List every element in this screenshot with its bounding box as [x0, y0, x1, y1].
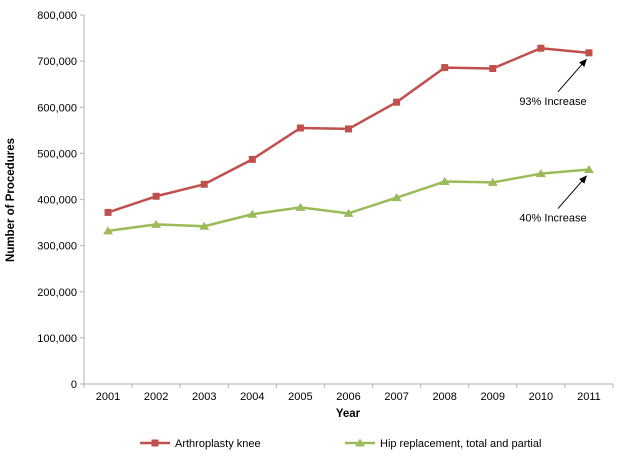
y-tick-label: 700,000 [37, 56, 77, 68]
series-marker-arthroplasty-knee [585, 49, 593, 57]
series-marker-arthroplasty-knee [104, 208, 112, 216]
x-tick-label: 2009 [481, 391, 505, 403]
legend-marker-arthroplasty-knee [151, 439, 159, 447]
y-tick-label: 500,000 [37, 148, 77, 160]
x-tick-label: 2011 [577, 391, 601, 403]
annotation-arrow-40-increase [557, 175, 587, 209]
y-tick-label: 800,000 [37, 10, 77, 22]
series-line-hip-replacement-total-and-partial [107, 168, 590, 233]
series-marker-arthroplasty-knee [393, 98, 401, 106]
series-marker-hip-replacement-total-and-partial [103, 226, 114, 235]
x-tick-label: 2004 [240, 391, 264, 403]
series-marker-arthroplasty-knee [296, 124, 304, 132]
series-marker-hip-replacement-total-and-partial [151, 219, 162, 228]
series-marker-hip-replacement-total-and-partial [199, 221, 210, 230]
x-axis-title: Year [336, 408, 361, 420]
series-marker-hip-replacement-total-and-partial [439, 177, 450, 186]
y-axis-title: Number of Procedures [5, 138, 17, 262]
y-tick-label: 300,000 [37, 241, 77, 253]
y-tick-label: 200,000 [37, 287, 77, 299]
annotation-label-40-increase: 40% Increase [519, 213, 586, 225]
x-tick-label: 2006 [336, 391, 360, 403]
series-marker-hip-replacement-total-and-partial [295, 202, 306, 211]
x-tick-label: 2003 [192, 391, 216, 403]
series-marker-arthroplasty-knee [152, 192, 160, 200]
legend-label-hip-replacement-total-and-partial: Hip replacement, total and partial [380, 438, 541, 450]
series-marker-hip-replacement-total-and-partial [535, 169, 546, 178]
x-tick-label: 2002 [144, 391, 168, 403]
legend-label-arthroplasty-knee: Arthroplasty knee [175, 438, 261, 450]
y-tick-label: 0 [71, 379, 77, 391]
annotation-label-93-increase: 93% Increase [519, 96, 586, 108]
series-marker-hip-replacement-total-and-partial [247, 209, 258, 218]
series-marker-hip-replacement-total-and-partial [343, 208, 354, 217]
y-tick-label: 600,000 [37, 102, 77, 114]
series-marker-arthroplasty-knee [345, 125, 352, 133]
series-marker-hip-replacement-total-and-partial [583, 165, 594, 174]
x-tick-label: 2007 [384, 391, 408, 403]
legend-marker-hip-replacement-total-and-partial [355, 438, 365, 447]
series-marker-arthroplasty-knee [248, 155, 256, 163]
series-marker-hip-replacement-total-and-partial [391, 193, 402, 202]
x-tick-label: 2005 [288, 391, 312, 403]
series-marker-hip-replacement-total-and-partial [487, 177, 498, 186]
x-tick-label: 2001 [96, 391, 120, 403]
series-marker-arthroplasty-knee [537, 44, 545, 52]
annotation-arrow-93-increase [557, 58, 587, 93]
y-tick-label: 100,000 [37, 333, 77, 345]
x-tick-label: 2008 [432, 391, 456, 403]
x-tick-label: 2010 [529, 391, 553, 403]
series-marker-arthroplasty-knee [200, 180, 208, 188]
y-tick-label: 400,000 [37, 195, 77, 207]
series-marker-arthroplasty-knee [441, 64, 449, 72]
series-marker-arthroplasty-knee [489, 65, 497, 73]
